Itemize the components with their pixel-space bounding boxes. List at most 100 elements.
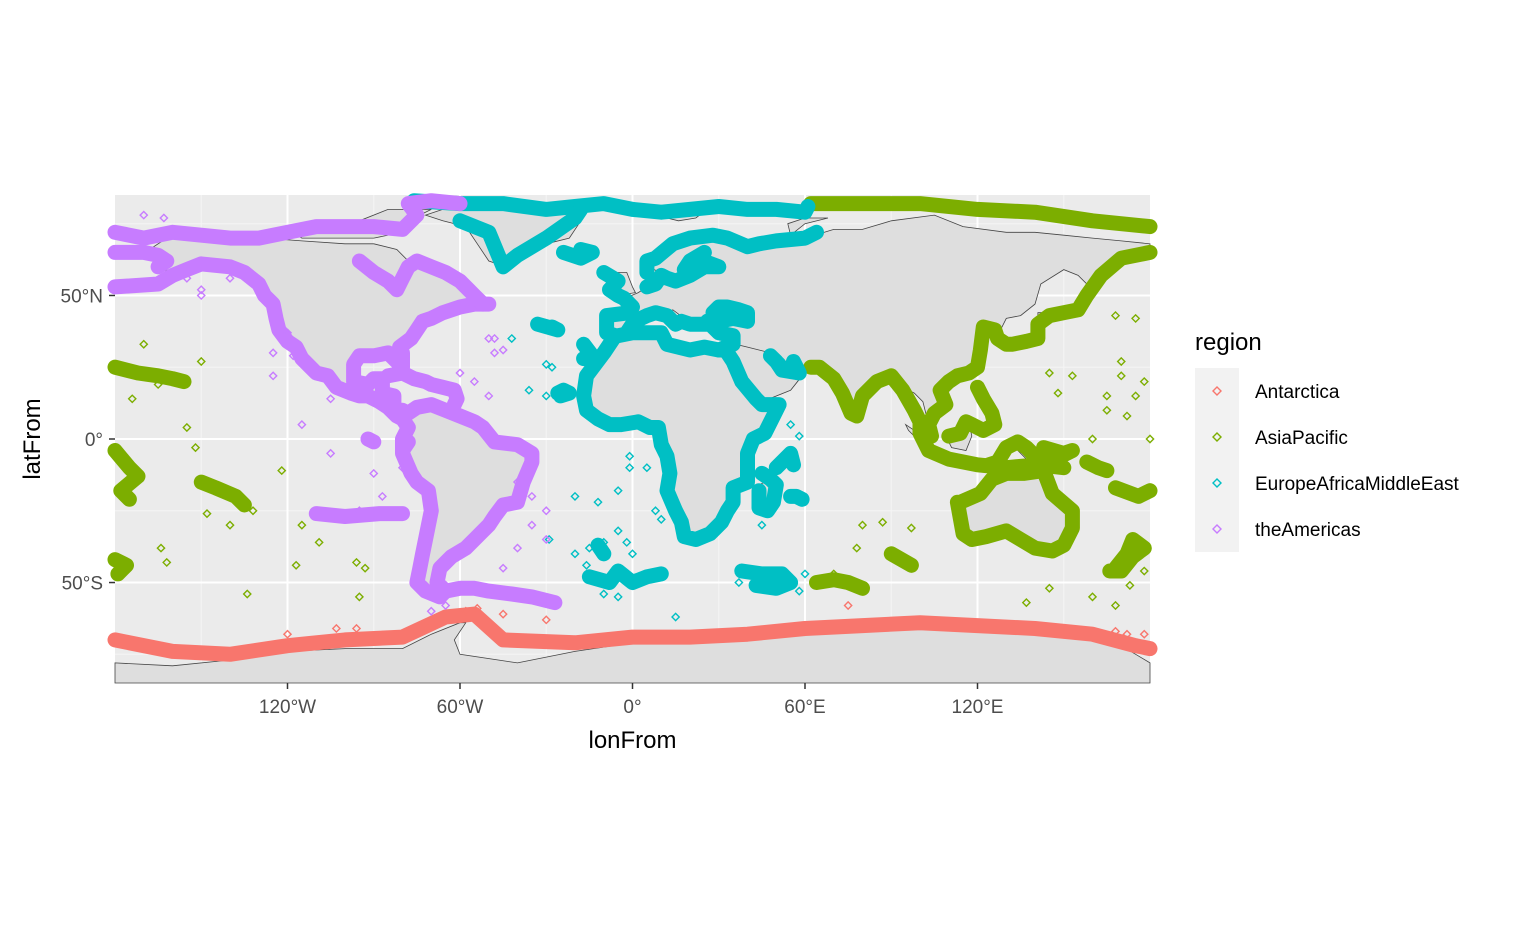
track-europeafricamiddleeast — [751, 465, 784, 519]
point-asiapacific — [291, 560, 301, 570]
point-antarctica — [1110, 626, 1121, 636]
point-theamericas — [282, 328, 293, 338]
series-asiapacific — [107, 196, 1158, 611]
track-asiapacific — [107, 359, 192, 390]
point-asiapacific — [1087, 434, 1098, 444]
legend-key-antarctica — [1212, 386, 1222, 396]
x-tick-label: 120°W — [259, 697, 316, 718]
point-theamericas — [268, 371, 278, 381]
point-theamericas — [159, 213, 169, 223]
point-asiapacific — [225, 520, 235, 530]
point-europeafricamiddleeast — [642, 463, 652, 473]
point-asiapacific — [153, 379, 163, 390]
track-asiapacific — [883, 546, 919, 573]
series-antarctica — [107, 600, 1158, 662]
point-europeafricamiddleeast — [734, 577, 744, 588]
point-theamericas — [498, 345, 508, 355]
track-asiapacific — [1102, 532, 1152, 579]
point-theamericas — [397, 463, 408, 473]
point-theamericas — [527, 520, 537, 530]
point-asiapacific — [1139, 566, 1149, 576]
point-asiapacific — [1131, 391, 1141, 401]
point-theamericas — [377, 491, 387, 502]
point-asiapacific — [277, 465, 287, 476]
point-europeafricamiddleeast — [625, 451, 635, 461]
legend-key-background — [1195, 368, 1239, 552]
track-theamericas — [360, 431, 382, 450]
point-asiapacific — [1044, 583, 1054, 593]
point-europeafricamiddleeast — [656, 514, 666, 524]
track-asiapacific — [941, 379, 1003, 444]
land-siberia-islands — [787, 217, 829, 236]
point-antarctica — [331, 623, 341, 634]
point-theamericas — [196, 285, 206, 295]
point-europeafricamiddleeast — [547, 362, 557, 372]
legend-item-theamericas: theAmericas — [1212, 520, 1361, 541]
point-asiapacific — [1110, 600, 1121, 611]
point-asiapacific — [1125, 580, 1135, 590]
legend-item-europeafricamiddleeast: EuropeAfricaMiddleEast — [1212, 474, 1460, 495]
point-europeafricamiddleeast — [742, 566, 753, 576]
track-asiapacific — [107, 443, 146, 507]
point-europeafricamiddleeast — [584, 543, 594, 553]
track-theamericas — [380, 365, 465, 413]
legend-key-asiapacific — [1212, 432, 1222, 442]
point-asiapacific — [1131, 313, 1141, 324]
point-theamericas — [469, 376, 479, 387]
point-asiapacific — [1139, 376, 1149, 387]
point-asiapacific — [829, 569, 839, 579]
point-europeafricamiddleeast — [625, 463, 635, 473]
point-antarctica — [498, 609, 508, 619]
legend-label-antarctica: Antarctica — [1255, 382, 1340, 403]
point-antarctica — [1139, 629, 1149, 639]
point-theamericas — [196, 290, 206, 301]
x-tick-label: 60°E — [784, 697, 825, 718]
point-antarctica — [541, 615, 551, 625]
point-europeafricamiddleeast — [800, 569, 810, 579]
series-theamericas — [107, 193, 563, 616]
point-asiapacific — [248, 506, 258, 516]
point-asiapacific — [1044, 368, 1054, 378]
x-tick-label: 120°E — [952, 697, 1004, 718]
track-europeafricamiddleeast — [576, 336, 600, 367]
point-europeafricamiddleeast — [524, 385, 534, 395]
point-theamericas — [527, 491, 537, 502]
x-axis-title: lonFrom — [588, 727, 676, 754]
point-antarctica — [1122, 629, 1132, 639]
point-europeafricamiddleeast — [570, 549, 580, 559]
legend-key-europeafricamiddleeast — [1212, 478, 1222, 488]
point-asiapacific — [1102, 391, 1112, 401]
point-europeafricamiddleeast — [507, 333, 517, 344]
track-europeafricamiddleeast — [530, 316, 566, 338]
track-europeafricamiddleeast — [639, 224, 824, 280]
point-asiapacific — [1021, 598, 1031, 608]
point-asiapacific — [1110, 310, 1121, 321]
point-asiapacific — [1116, 356, 1126, 367]
point-theamericas — [426, 606, 436, 616]
point-asiapacific — [857, 520, 868, 530]
track-asiapacific — [803, 196, 1158, 235]
track-europeafricamiddleeast — [783, 488, 810, 507]
point-asiapacific — [202, 509, 212, 519]
track-asiapacific — [921, 244, 1158, 444]
point-asiapacific — [1116, 371, 1126, 381]
track-asiapacific — [1079, 454, 1115, 479]
point-antarctica — [351, 623, 362, 634]
track-asiapacific — [809, 572, 870, 596]
point-europeafricamiddleeast — [671, 612, 681, 622]
point-theamericas — [311, 365, 321, 375]
track-theamericas — [351, 253, 491, 312]
point-asiapacific — [852, 543, 862, 553]
y-tick-label: 0° — [85, 430, 103, 451]
point-europeafricamiddleeast — [757, 520, 767, 530]
track-asiapacific — [1036, 440, 1080, 467]
point-europeafricamiddleeast — [786, 448, 796, 458]
legend-item-asiapacific: AsiaPacific — [1212, 428, 1348, 449]
point-antarctica — [282, 629, 293, 639]
legend-key-theamericas — [1212, 524, 1222, 534]
track-europeafricamiddleeast — [639, 244, 727, 295]
point-europeafricamiddleeast — [599, 537, 609, 547]
point-theamericas — [326, 394, 336, 404]
track-asiapacific — [107, 552, 134, 582]
track-theamericas — [308, 506, 410, 524]
